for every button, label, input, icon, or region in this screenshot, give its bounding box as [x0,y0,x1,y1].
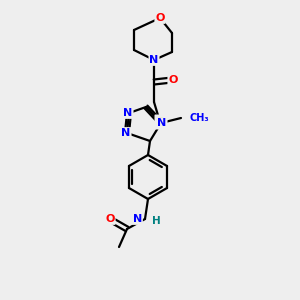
Text: N: N [122,128,130,138]
Text: N: N [149,55,159,65]
Text: O: O [155,13,165,23]
Text: N: N [123,108,133,118]
Text: O: O [105,214,115,224]
Text: N: N [133,214,142,224]
Text: N: N [158,118,166,128]
Text: H: H [152,216,161,226]
Text: CH₃: CH₃ [189,113,208,123]
Text: O: O [168,75,178,85]
Text: S: S [155,116,164,128]
